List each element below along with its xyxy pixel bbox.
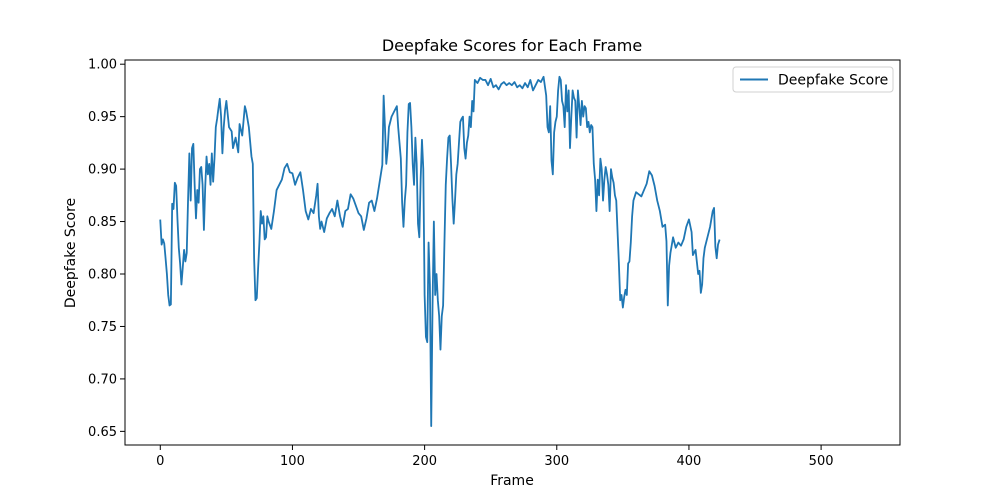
y-axis-label: Deepfake Score xyxy=(63,198,79,308)
x-tick-label: 400 xyxy=(677,454,702,469)
x-tick-label: 100 xyxy=(280,454,305,469)
x-axis-label: Frame xyxy=(490,473,534,489)
series-line-0 xyxy=(159,75,721,428)
y-tick-label: 0.75 xyxy=(88,320,117,335)
y-tick-label: 0.70 xyxy=(88,372,117,387)
legend-label: Deepfake Score xyxy=(778,73,888,89)
y-tick-label: 0.90 xyxy=(88,163,117,178)
x-tick-label: 300 xyxy=(544,454,569,469)
y-tick-label: 0.85 xyxy=(88,215,117,230)
chart-title: Deepfake Scores for Each Frame xyxy=(382,36,642,55)
x-tick-label: 500 xyxy=(809,454,834,469)
legend: Deepfake Score xyxy=(732,66,894,93)
axes-frame xyxy=(124,59,901,446)
plot-area: 0 100 200 300 400 500 0.65 0.70 0.75 0.80 0.85 0.90… xyxy=(88,58,901,469)
y-tick-label: 0.80 xyxy=(88,268,117,283)
y-tick-label: 0.95 xyxy=(88,110,117,125)
legend-box xyxy=(732,66,894,93)
y-tick-label: 0.65 xyxy=(88,425,117,440)
y-tick-label: 1.00 xyxy=(88,58,117,73)
x-tick-label: 200 xyxy=(412,454,437,469)
x-tick-label: 0 xyxy=(156,454,164,469)
